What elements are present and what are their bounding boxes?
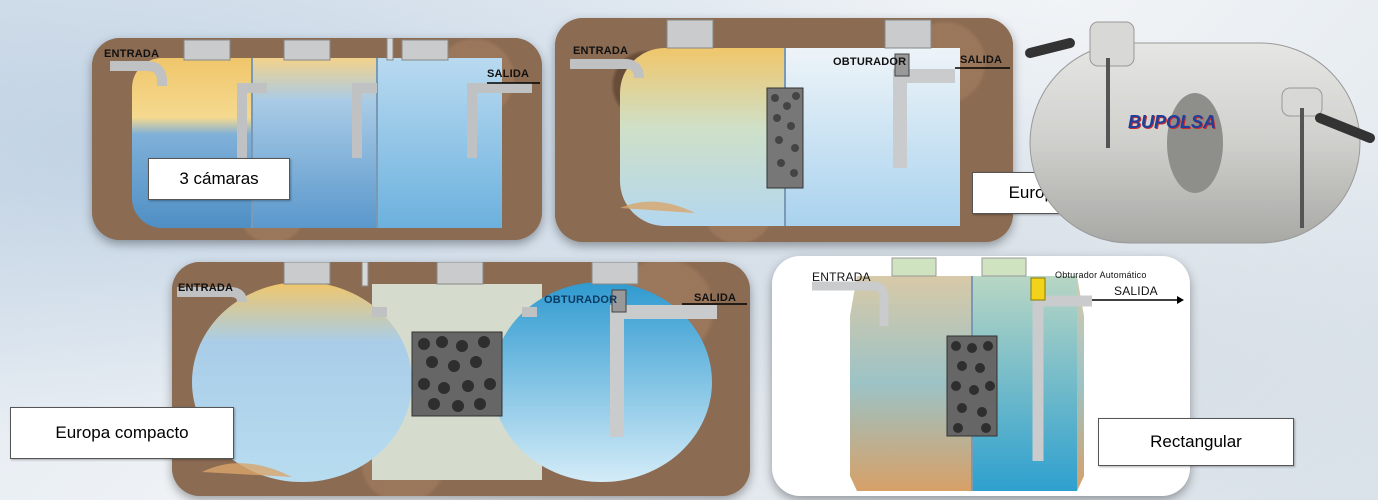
manhole-1 [666,19,714,49]
panel-3-camaras: ENTRADA SALIDA [92,38,542,240]
inlet-pipe [177,287,247,303]
diagram-europa [570,19,1010,226]
inlet-pipe [110,61,167,86]
manhole-2 [884,19,932,49]
salida-label: SALIDA [694,292,737,304]
inlet-pipe [812,281,889,326]
caption-3-camaras: 3 cámaras [148,158,290,200]
salida-label: SALIDA [1114,284,1158,298]
chamber-3 [492,282,712,482]
manhole-3 [401,39,449,61]
brand-logo: BUPOLSA [1128,112,1217,132]
diagram-rectangular [812,257,1184,491]
inner-opening [1167,93,1223,193]
manhole-1 [283,262,331,285]
gravel [418,336,496,412]
obturador-label: Obturador Automático [1055,270,1147,280]
salida-label: SALIDA [960,54,1003,66]
entrada-label: ENTRADA [573,45,629,57]
manhole-2 [283,39,331,61]
inlet-pipe [570,59,644,79]
obturador [611,289,627,313]
panel-europa-compacto: ENTRADA OBTURADOR SALIDA [172,262,750,496]
outlet-pipe [1032,295,1092,461]
manhole-1 [891,257,937,277]
panel-europa: ENTRADA OBTURADOR SALIDA [555,18,1013,242]
obturador-label: OBTURADOR [544,294,618,306]
caption-europa-compacto: Europa compacto [10,407,234,459]
riser-1 [1089,21,1135,67]
obturador [894,53,910,77]
obturador-label: OBTURADOR [833,56,907,68]
pipe-1 [237,83,267,158]
panel-rectangular: ENTRADA Obturador Automático SALIDA [772,256,1190,496]
entrada-label: ENTRADA [178,282,234,294]
manhole-2 [436,262,484,285]
gravel [951,341,995,433]
gravel [771,92,800,177]
salida-label: SALIDA [487,68,530,80]
manhole-3 [591,262,639,285]
entrada-label: ENTRADA [104,48,160,60]
diagram-3-camaras [110,38,540,228]
chamber-1 [192,282,412,482]
panel-tank-photo: BUPOLSA [1020,8,1378,258]
diagram-europa-compacto [177,262,747,482]
pipe-2 [352,83,377,158]
obturador [1030,277,1046,301]
tank-photo-illustration [1025,21,1375,244]
manhole-2 [981,257,1027,277]
manhole-1 [183,39,231,61]
outlet-pipe [467,83,532,158]
entrada-label: ENTRADA [812,270,871,284]
caption-rectangular: Rectangular [1098,418,1294,466]
